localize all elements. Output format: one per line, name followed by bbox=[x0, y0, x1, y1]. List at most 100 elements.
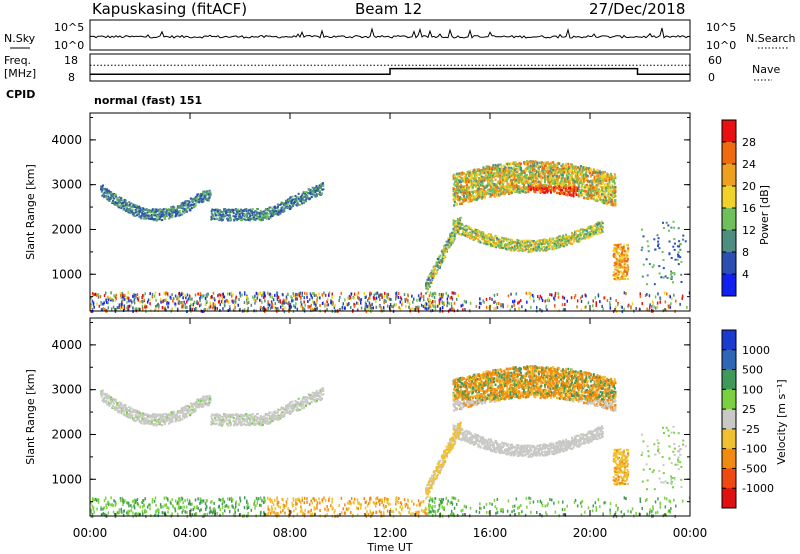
scatter-cell bbox=[481, 238, 484, 241]
scatter-cell bbox=[209, 190, 212, 193]
scatter-cell bbox=[316, 301, 318, 305]
scatter-cell bbox=[313, 292, 315, 296]
scatter-cell bbox=[272, 212, 275, 215]
scatter-cell bbox=[437, 258, 439, 260]
scatter-cell bbox=[292, 298, 295, 302]
scatter-cell bbox=[442, 254, 445, 257]
scatter-cell bbox=[281, 302, 283, 306]
scatter-cell bbox=[595, 174, 598, 178]
scatter-cell bbox=[142, 209, 145, 212]
scatter-cell bbox=[547, 166, 549, 169]
scatter-cell bbox=[483, 192, 486, 195]
scatter-cell bbox=[380, 293, 382, 297]
scatter-cell bbox=[94, 292, 97, 296]
scatter-cell bbox=[568, 242, 571, 245]
scatter-cell bbox=[569, 166, 572, 169]
scatter-cell bbox=[600, 198, 603, 202]
scatter-cell bbox=[439, 294, 441, 298]
scatter-cell bbox=[233, 215, 236, 218]
scatter-cell bbox=[574, 230, 576, 233]
scatter-cell bbox=[611, 176, 614, 179]
scatter-cell bbox=[646, 292, 648, 296]
scatter-cell bbox=[297, 293, 299, 297]
scatter-cell bbox=[559, 173, 562, 176]
scatter-cell bbox=[434, 305, 437, 309]
scatter-cell bbox=[128, 299, 130, 303]
scatter-cell bbox=[450, 295, 453, 299]
scatter-cell bbox=[90, 304, 92, 308]
scatter-cell bbox=[472, 182, 475, 185]
scatter-cell bbox=[597, 192, 600, 196]
scatter-cell bbox=[161, 306, 164, 310]
scatter-cell bbox=[441, 257, 444, 260]
scatter-cell bbox=[137, 298, 140, 302]
scatter-cell bbox=[299, 291, 301, 295]
scatter-cell bbox=[420, 292, 422, 296]
scatter-cell bbox=[625, 292, 627, 296]
scatter-cell bbox=[472, 239, 475, 241]
scatter-cell bbox=[474, 190, 477, 193]
scatter-cell bbox=[508, 172, 511, 175]
scatter-cell bbox=[475, 191, 477, 195]
scatter-cell bbox=[250, 212, 253, 214]
scatter-cell bbox=[248, 208, 251, 211]
scatter-cell bbox=[322, 188, 325, 191]
scatter-cell bbox=[207, 292, 209, 296]
scatter-cell bbox=[112, 299, 114, 303]
scatter-cell bbox=[601, 220, 603, 223]
scatter-cell bbox=[171, 206, 174, 209]
scatter-cell bbox=[321, 302, 324, 305]
scatter-cell bbox=[589, 172, 591, 175]
scatter-cell bbox=[282, 308, 284, 312]
scatter-cell bbox=[548, 166, 551, 169]
scatter-cell bbox=[149, 302, 151, 306]
scatter-cell bbox=[478, 236, 481, 239]
scatter-cell bbox=[283, 299, 286, 303]
scatter-cell bbox=[549, 173, 552, 176]
scatter-cell bbox=[515, 292, 518, 296]
scatter-cell bbox=[481, 191, 484, 195]
scatter-cell bbox=[505, 186, 507, 190]
scatter-cell bbox=[577, 175, 579, 178]
scatter-cell bbox=[501, 180, 504, 184]
scatter-cell bbox=[101, 189, 104, 191]
scatter-cell bbox=[277, 300, 280, 303]
scatter-cell bbox=[459, 175, 462, 179]
scatter-cell bbox=[554, 291, 557, 295]
scatter-cell bbox=[448, 302, 450, 306]
scatter-cell bbox=[290, 200, 293, 202]
scatter-cell bbox=[550, 177, 553, 180]
scatter-cell bbox=[459, 221, 462, 224]
scatter-cell bbox=[595, 199, 597, 202]
scatter-cell bbox=[543, 167, 546, 170]
scatter-cell bbox=[350, 297, 352, 301]
scatter-cell bbox=[550, 186, 553, 189]
scatter-cell bbox=[528, 239, 531, 242]
scatter-cell bbox=[568, 190, 571, 193]
scatter-cell bbox=[187, 204, 190, 207]
scatter-cell bbox=[269, 216, 272, 219]
scatter-cell bbox=[474, 196, 477, 199]
scatter-cell bbox=[557, 292, 560, 296]
scatter-cell bbox=[490, 186, 492, 190]
scatter-cell bbox=[599, 176, 602, 179]
scatter-cell bbox=[227, 211, 230, 214]
scatter-cell bbox=[134, 293, 136, 297]
scatter-cell bbox=[465, 300, 467, 304]
scatter-cell bbox=[155, 306, 157, 310]
scatter-cell bbox=[681, 294, 684, 298]
scatter-cell bbox=[599, 185, 602, 189]
scatter-cell bbox=[466, 226, 469, 229]
scatter-cell bbox=[582, 230, 585, 233]
scatter-cell bbox=[299, 304, 302, 308]
scatter-cell bbox=[293, 202, 296, 205]
scatter-cell bbox=[571, 167, 574, 170]
scatter-cell bbox=[582, 189, 585, 192]
scatter-cell bbox=[187, 206, 190, 209]
freq-panel-frame bbox=[89, 53, 691, 82]
scatter-cell bbox=[511, 191, 513, 194]
scatter-cell bbox=[167, 301, 170, 305]
scatter-cell bbox=[195, 307, 198, 311]
scatter-cell bbox=[519, 244, 522, 247]
scatter-cell bbox=[202, 190, 205, 193]
